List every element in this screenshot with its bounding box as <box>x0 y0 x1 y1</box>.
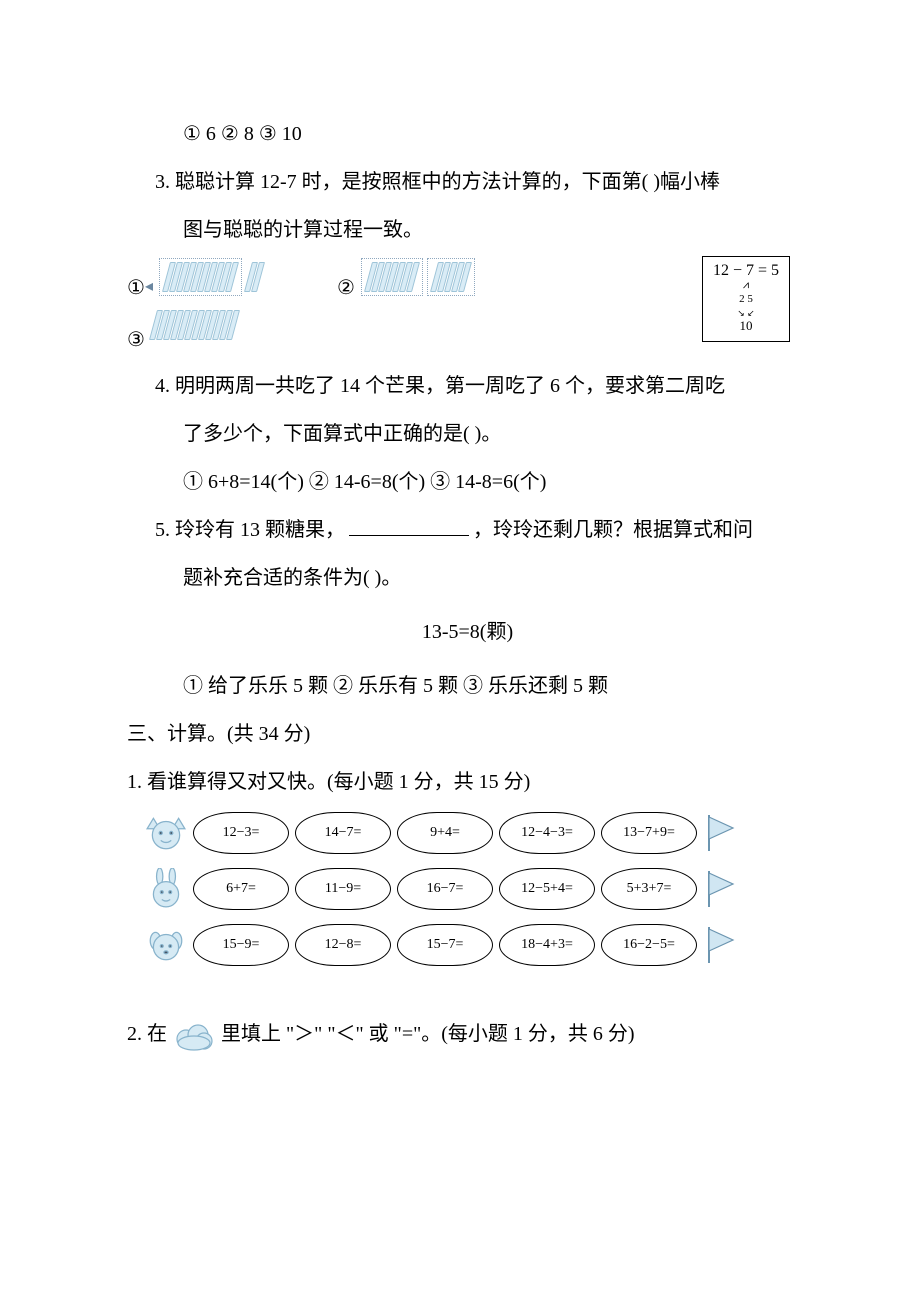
oval-row-1: 12−3= 14−7= 9+4= 12−4−3= 13−7+9= <box>145 812 780 854</box>
flag-icon <box>705 813 737 853</box>
q3-fig1-label: ① <box>127 264 145 312</box>
oval-cell[interactable]: 5+3+7= <box>601 868 697 910</box>
page: ① 6 ② 8 ③ 10 3. 聪聪计算 12-7 时，是按照框中的方法计算的，… <box>0 0 920 1302</box>
oval-cell[interactable]: 6+7= <box>193 868 289 910</box>
q3-fig1-box <box>159 258 242 296</box>
method-line-1: 12 − 7 = 5 <box>713 261 779 281</box>
q3-line-1: 3. 聪聪计算 12-7 时，是按照框中的方法计算的，下面第( )幅小棒 <box>155 158 780 206</box>
q4-line-2: 了多少个，下面算式中正确的是( )。 <box>155 410 780 458</box>
oval-cell[interactable]: 9+4= <box>397 812 493 854</box>
q5-post: ，玲玲还剩几颗？根据算式和问 <box>473 519 753 541</box>
q5-line-2: 题补充合适的条件为( )。 <box>155 554 780 602</box>
oval-cell[interactable]: 12−8= <box>295 924 391 966</box>
oval-rows: 12−3= 14−7= 9+4= 12−4−3= 13−7+9= 6+7= 11… <box>145 812 780 966</box>
stick-group <box>153 310 236 340</box>
stick-group <box>166 262 235 292</box>
oval-cell[interactable]: 15−7= <box>397 924 493 966</box>
q3-line-2: 图与聪聪的计算过程一致。 <box>155 206 780 254</box>
s3-q2-pre: 2. 在 <box>127 1023 167 1045</box>
cat-icon <box>145 812 187 854</box>
fill-blank[interactable] <box>349 535 469 536</box>
q3-fig3-label: ③ <box>127 316 145 364</box>
oval-cell[interactable]: 12−5+4= <box>499 868 595 910</box>
oval-cell[interactable]: 11−9= <box>295 868 391 910</box>
q3-figures: ① ◂ ② <box>145 256 780 356</box>
oval-cell[interactable]: 18−4+3= <box>499 924 595 966</box>
q3-fig2-label: ② <box>337 264 355 312</box>
q3-fig3-sticks <box>153 310 236 340</box>
oval-cell[interactable]: 13−7+9= <box>601 812 697 854</box>
flag-icon <box>705 869 737 909</box>
q5-pre: 5. 玲玲有 13 颗糖果， <box>155 519 345 541</box>
oval-cell[interactable]: 12−3= <box>193 812 289 854</box>
s3-q2-line: 2. 在 里填上 "＞" "＜" 或 "="。(每小题 1 分，共 6 分) <box>127 1010 780 1058</box>
oval-cell[interactable]: 16−2−5= <box>601 924 697 966</box>
stick-group <box>434 262 468 292</box>
method-split: ⩘2 5↘ ↙ <box>713 279 779 320</box>
stick-group-loose <box>248 262 261 292</box>
q2-options-line: ① 6 ② 8 ③ 10 <box>155 110 780 158</box>
method-ten: 10 <box>713 318 779 334</box>
oval-cell[interactable]: 14−7= <box>295 812 391 854</box>
s3-q2-post: 里填上 "＞" "＜" 或 "="。(每小题 1 分，共 6 分) <box>221 1023 635 1045</box>
cloud-icon <box>174 1021 214 1049</box>
q3-fig2-box1 <box>361 258 423 296</box>
arrow-left-icon: ◂ <box>145 268 153 306</box>
s3-q1-head: 1. 看谁算得又对又快。(每小题 1 分，共 15 分) <box>127 758 780 806</box>
flag-icon <box>705 925 737 965</box>
oval-cell[interactable]: 12−4−3= <box>499 812 595 854</box>
q3-fig2-sticks <box>361 258 475 296</box>
stick-group <box>368 262 416 292</box>
q5-line-1: 5. 玲玲有 13 颗糖果， ，玲玲还剩几颗？根据算式和问 <box>155 506 780 554</box>
q4-line-1: 4. 明明两周一共吃了 14 个芒果，第一周吃了 6 个，要求第二周吃 <box>155 362 780 410</box>
q3-method-box: 12 − 7 = 5 ⩘2 5↘ ↙ 10 <box>702 256 790 342</box>
section-3-heading: 三、计算。(共 34 分) <box>127 710 780 758</box>
q5-options: ① 给了乐乐 5 颗 ② 乐乐有 5 颗 ③ 乐乐还剩 5 颗 <box>155 662 780 710</box>
q5-equation: 13-5=8(颗) <box>155 608 780 656</box>
oval-row-2: 6+7= 11−9= 16−7= 12−5+4= 5+3+7= <box>145 868 780 910</box>
q3-fig2-box2 <box>427 258 475 296</box>
rabbit-icon <box>145 868 187 910</box>
oval-cell[interactable]: 15−9= <box>193 924 289 966</box>
q3-fig1-sticks <box>159 258 261 296</box>
oval-cell[interactable]: 16−7= <box>397 868 493 910</box>
oval-row-3: 15−9= 12−8= 15−7= 18−4+3= 16−2−5= <box>145 924 780 966</box>
q4-options: ① 6+8=14(个) ② 14-6=8(个) ③ 14-8=6(个) <box>155 458 780 506</box>
dog-icon <box>145 924 187 966</box>
spacer <box>155 980 780 1010</box>
